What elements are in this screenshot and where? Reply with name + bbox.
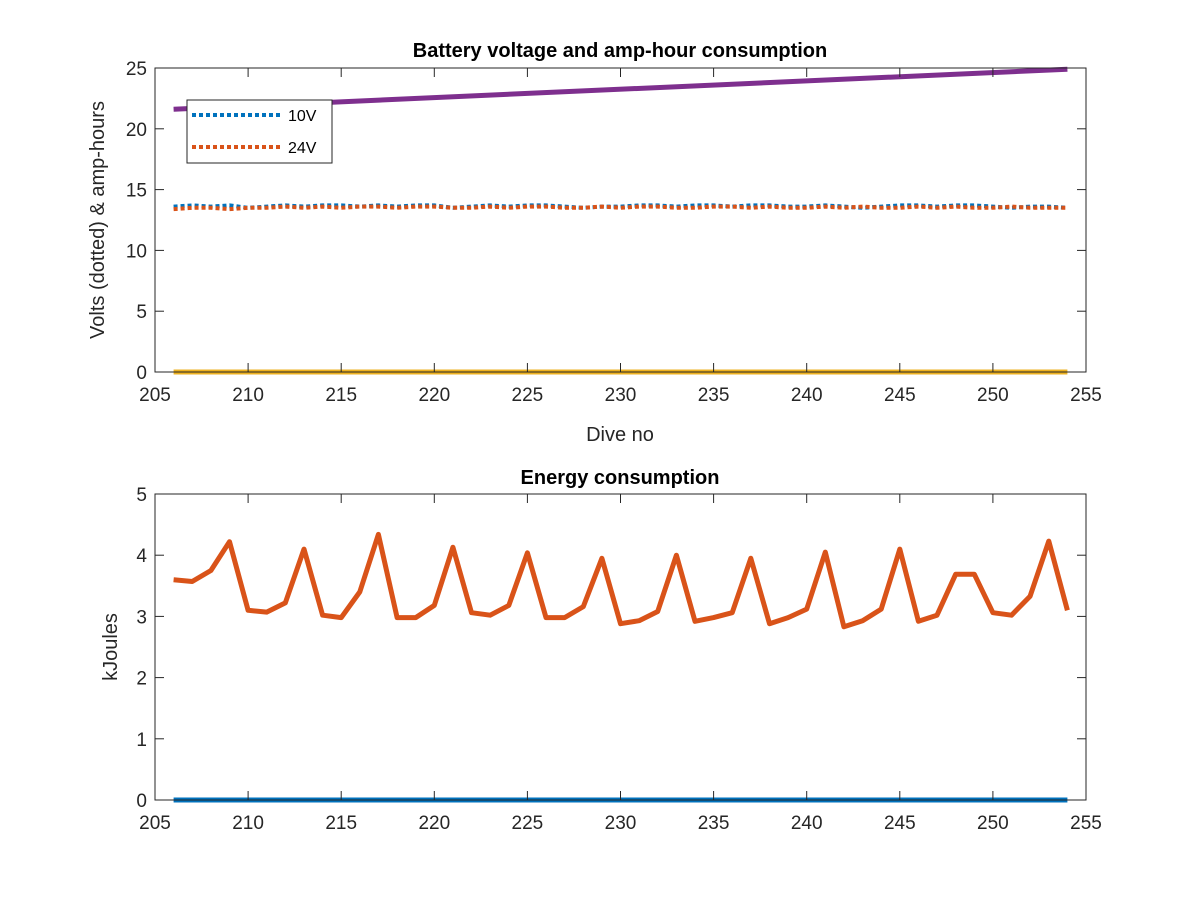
top-y-tick-label: 5 <box>136 302 147 323</box>
bottom-x-tick-label: 240 <box>791 813 823 834</box>
bottom-x-tick-label: 210 <box>232 813 264 834</box>
top-x-tick-label: 210 <box>232 385 264 406</box>
top-x-tick-label: 225 <box>512 385 544 406</box>
bottom-x-tick-label: 255 <box>1070 813 1102 834</box>
bottom-y-tick-label: 5 <box>136 485 147 506</box>
top-legend: 10V 24V <box>186 99 333 164</box>
bottom-x-tick-label: 220 <box>418 813 450 834</box>
top-x-tick-label: 245 <box>884 385 916 406</box>
top-ticks-group: 205 210 215 220 225 230 235 240 245 250 255 0 5 10 15 2… <box>126 59 1102 406</box>
top-y-tick-label: 20 <box>126 120 147 141</box>
top-x-tick-label: 215 <box>325 385 357 406</box>
bottom-chart-title: Energy consumption <box>521 467 720 489</box>
bottom-series-line-1 <box>173 531 1070 630</box>
legend-box <box>186 99 333 164</box>
top-y-axis-label: Volts (dotted) & amp-hours <box>87 101 109 339</box>
bottom-x-tick-label: 235 <box>698 813 730 834</box>
bottom-y-tick-label: 2 <box>136 669 147 690</box>
bottom-x-tick-label: 250 <box>977 813 1009 834</box>
top-x-tick-label: 235 <box>698 385 730 406</box>
bottom-x-tick-label: 215 <box>325 813 357 834</box>
top-chart-title: Battery voltage and amp-hour consumption <box>413 40 827 62</box>
legend-label-10v: 10V <box>288 108 317 125</box>
bottom-y-tick-label: 3 <box>136 607 147 628</box>
top-x-tick-label: 250 <box>977 385 1009 406</box>
bottom-y-axis-label: kJoules <box>100 613 122 681</box>
top-y-tick-label: 10 <box>126 241 147 262</box>
bottom-x-tick-label: 205 <box>139 813 171 834</box>
bottom-x-tick-label: 225 <box>512 813 544 834</box>
top-x-tick-label: 255 <box>1070 385 1102 406</box>
bottom-y-tick-label: 1 <box>136 730 147 751</box>
bottom-x-tick-label: 245 <box>884 813 916 834</box>
top-axes: Battery voltage and amp-hour consumption… <box>87 40 1102 446</box>
bottom-x-tick-label: 230 <box>605 813 637 834</box>
top-x-tick-label: 230 <box>605 385 637 406</box>
top-x-axis-label: Dive no <box>586 424 654 446</box>
bottom-y-tick-label: 4 <box>136 546 147 567</box>
top-x-tick-label: 220 <box>418 385 450 406</box>
top-y-tick-label: 0 <box>136 363 147 384</box>
bottom-ticks-group: 205 210 215 220 225 230 235 240 245 250 255 0 1 2 3 4 5 <box>136 485 1101 834</box>
bottom-y-tick-label: 0 <box>136 791 147 812</box>
top-y-tick-label: 25 <box>126 59 147 80</box>
top-series-line-1 <box>173 204 1068 212</box>
legend-label-24v: 24V <box>288 140 317 157</box>
bottom-axes: Energy consumption kJoules 205 210 215 220 2… <box>100 467 1102 834</box>
top-x-tick-label: 240 <box>791 385 823 406</box>
top-x-tick-label: 205 <box>139 385 171 406</box>
top-y-tick-label: 15 <box>126 181 147 202</box>
